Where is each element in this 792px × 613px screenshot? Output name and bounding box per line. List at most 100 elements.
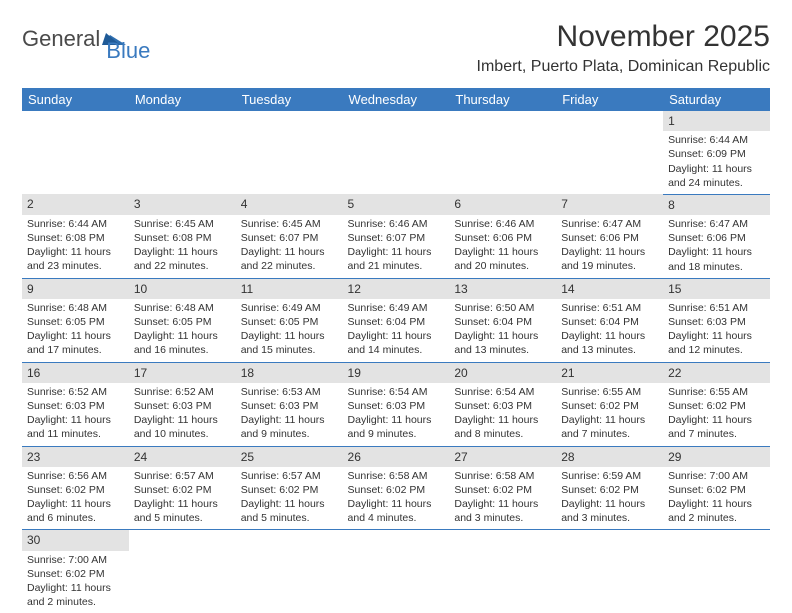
header: General Blue November 2025 Imbert, Puert…: [22, 20, 770, 76]
calendar-day-cell: 9Sunrise: 6:48 AMSunset: 6:05 PMDaylight…: [22, 278, 129, 362]
weekday-header-row: SundayMondayTuesdayWednesdayThursdayFrid…: [22, 88, 770, 111]
calendar-day-cell: 13Sunrise: 6:50 AMSunset: 6:04 PMDayligh…: [449, 278, 556, 362]
calendar-day-cell: 3Sunrise: 6:45 AMSunset: 6:08 PMDaylight…: [129, 194, 236, 278]
calendar-day-cell: 1Sunrise: 6:44 AMSunset: 6:09 PMDaylight…: [663, 111, 770, 194]
weekday-header: Saturday: [663, 88, 770, 111]
calendar-day-cell: [449, 530, 556, 613]
calendar-day-cell: [343, 530, 450, 613]
day-number: 28: [556, 447, 663, 467]
day-content: Sunrise: 6:58 AMSunset: 6:02 PMDaylight:…: [343, 467, 450, 530]
day-number: 29: [663, 447, 770, 467]
calendar-day-cell: [556, 530, 663, 613]
brand-general: General: [22, 26, 100, 52]
day-content: Sunrise: 6:55 AMSunset: 6:02 PMDaylight:…: [556, 383, 663, 446]
day-content: Sunrise: 6:48 AMSunset: 6:05 PMDaylight:…: [22, 299, 129, 362]
calendar-day-cell: 12Sunrise: 6:49 AMSunset: 6:04 PMDayligh…: [343, 278, 450, 362]
calendar-day-cell: 8Sunrise: 6:47 AMSunset: 6:06 PMDaylight…: [663, 194, 770, 278]
day-content: Sunrise: 6:47 AMSunset: 6:06 PMDaylight:…: [663, 215, 770, 278]
day-number: 19: [343, 363, 450, 383]
day-number: 15: [663, 279, 770, 299]
day-number: 8: [663, 195, 770, 215]
calendar-day-cell: 24Sunrise: 6:57 AMSunset: 6:02 PMDayligh…: [129, 446, 236, 530]
day-number: 6: [449, 194, 556, 214]
calendar-day-cell: 22Sunrise: 6:55 AMSunset: 6:02 PMDayligh…: [663, 362, 770, 446]
day-content: Sunrise: 6:45 AMSunset: 6:07 PMDaylight:…: [236, 215, 343, 278]
day-content: Sunrise: 6:52 AMSunset: 6:03 PMDaylight:…: [22, 383, 129, 446]
day-content: Sunrise: 6:45 AMSunset: 6:08 PMDaylight:…: [129, 215, 236, 278]
day-number: 11: [236, 279, 343, 299]
calendar-day-cell: 21Sunrise: 6:55 AMSunset: 6:02 PMDayligh…: [556, 362, 663, 446]
calendar-day-cell: 26Sunrise: 6:58 AMSunset: 6:02 PMDayligh…: [343, 446, 450, 530]
weekday-header: Monday: [129, 88, 236, 111]
calendar-day-cell: 7Sunrise: 6:47 AMSunset: 6:06 PMDaylight…: [556, 194, 663, 278]
calendar-day-cell: [343, 111, 450, 194]
calendar-day-cell: 2Sunrise: 6:44 AMSunset: 6:08 PMDaylight…: [22, 194, 129, 278]
day-number: 26: [343, 447, 450, 467]
calendar-day-cell: [129, 111, 236, 194]
day-number: 18: [236, 363, 343, 383]
location-line: Imbert, Puerto Plata, Dominican Republic: [477, 58, 770, 76]
day-number: 17: [129, 363, 236, 383]
weekday-header: Thursday: [449, 88, 556, 111]
weekday-header: Friday: [556, 88, 663, 111]
day-content: Sunrise: 6:46 AMSunset: 6:07 PMDaylight:…: [343, 215, 450, 278]
calendar-day-cell: 20Sunrise: 6:54 AMSunset: 6:03 PMDayligh…: [449, 362, 556, 446]
day-number: 5: [343, 194, 450, 214]
calendar-day-cell: 15Sunrise: 6:51 AMSunset: 6:03 PMDayligh…: [663, 278, 770, 362]
day-content: Sunrise: 6:51 AMSunset: 6:03 PMDaylight:…: [663, 299, 770, 362]
day-number: 22: [663, 363, 770, 383]
calendar-day-cell: 18Sunrise: 6:53 AMSunset: 6:03 PMDayligh…: [236, 362, 343, 446]
calendar-day-cell: 29Sunrise: 7:00 AMSunset: 6:02 PMDayligh…: [663, 446, 770, 530]
day-content: Sunrise: 6:52 AMSunset: 6:03 PMDaylight:…: [129, 383, 236, 446]
day-number: 25: [236, 447, 343, 467]
day-content: Sunrise: 6:48 AMSunset: 6:05 PMDaylight:…: [129, 299, 236, 362]
day-content: Sunrise: 6:56 AMSunset: 6:02 PMDaylight:…: [22, 467, 129, 530]
weekday-header: Wednesday: [343, 88, 450, 111]
calendar-day-cell: [236, 111, 343, 194]
day-content: Sunrise: 7:00 AMSunset: 6:02 PMDaylight:…: [663, 467, 770, 530]
calendar-day-cell: 28Sunrise: 6:59 AMSunset: 6:02 PMDayligh…: [556, 446, 663, 530]
day-content: Sunrise: 7:00 AMSunset: 6:02 PMDaylight:…: [22, 551, 129, 613]
day-number: 1: [663, 111, 770, 131]
calendar-week-row: 9Sunrise: 6:48 AMSunset: 6:05 PMDaylight…: [22, 278, 770, 362]
weekday-header: Sunday: [22, 88, 129, 111]
day-content: Sunrise: 6:49 AMSunset: 6:04 PMDaylight:…: [343, 299, 450, 362]
calendar-week-row: 30Sunrise: 7:00 AMSunset: 6:02 PMDayligh…: [22, 530, 770, 613]
month-title: November 2025: [477, 20, 770, 54]
calendar-day-cell: 17Sunrise: 6:52 AMSunset: 6:03 PMDayligh…: [129, 362, 236, 446]
calendar-day-cell: [236, 530, 343, 613]
day-content: Sunrise: 6:46 AMSunset: 6:06 PMDaylight:…: [449, 215, 556, 278]
day-content: Sunrise: 6:44 AMSunset: 6:09 PMDaylight:…: [663, 131, 770, 194]
day-number: 14: [556, 279, 663, 299]
calendar-week-row: 1Sunrise: 6:44 AMSunset: 6:09 PMDaylight…: [22, 111, 770, 194]
calendar-day-cell: 19Sunrise: 6:54 AMSunset: 6:03 PMDayligh…: [343, 362, 450, 446]
day-content: Sunrise: 6:55 AMSunset: 6:02 PMDaylight:…: [663, 383, 770, 446]
day-content: Sunrise: 6:51 AMSunset: 6:04 PMDaylight:…: [556, 299, 663, 362]
day-number: 3: [129, 194, 236, 214]
day-content: Sunrise: 6:57 AMSunset: 6:02 PMDaylight:…: [129, 467, 236, 530]
day-content: Sunrise: 6:59 AMSunset: 6:02 PMDaylight:…: [556, 467, 663, 530]
day-number: 10: [129, 279, 236, 299]
day-content: Sunrise: 6:54 AMSunset: 6:03 PMDaylight:…: [343, 383, 450, 446]
calendar-day-cell: 27Sunrise: 6:58 AMSunset: 6:02 PMDayligh…: [449, 446, 556, 530]
calendar-day-cell: 11Sunrise: 6:49 AMSunset: 6:05 PMDayligh…: [236, 278, 343, 362]
day-number: 27: [449, 447, 556, 467]
calendar-day-cell: [663, 530, 770, 613]
day-content: Sunrise: 6:57 AMSunset: 6:02 PMDaylight:…: [236, 467, 343, 530]
day-content: Sunrise: 6:58 AMSunset: 6:02 PMDaylight:…: [449, 467, 556, 530]
calendar-day-cell: 4Sunrise: 6:45 AMSunset: 6:07 PMDaylight…: [236, 194, 343, 278]
calendar-day-cell: 25Sunrise: 6:57 AMSunset: 6:02 PMDayligh…: [236, 446, 343, 530]
day-number: 20: [449, 363, 556, 383]
calendar-week-row: 2Sunrise: 6:44 AMSunset: 6:08 PMDaylight…: [22, 194, 770, 278]
calendar-day-cell: 16Sunrise: 6:52 AMSunset: 6:03 PMDayligh…: [22, 362, 129, 446]
day-number: 12: [343, 279, 450, 299]
weekday-header: Tuesday: [236, 88, 343, 111]
calendar-week-row: 16Sunrise: 6:52 AMSunset: 6:03 PMDayligh…: [22, 362, 770, 446]
calendar-day-cell: 23Sunrise: 6:56 AMSunset: 6:02 PMDayligh…: [22, 446, 129, 530]
day-number: 16: [22, 363, 129, 383]
day-number: 7: [556, 194, 663, 214]
day-number: 2: [22, 194, 129, 214]
day-number: 30: [22, 530, 129, 550]
title-block: November 2025 Imbert, Puerto Plata, Domi…: [477, 20, 770, 76]
day-content: Sunrise: 6:47 AMSunset: 6:06 PMDaylight:…: [556, 215, 663, 278]
